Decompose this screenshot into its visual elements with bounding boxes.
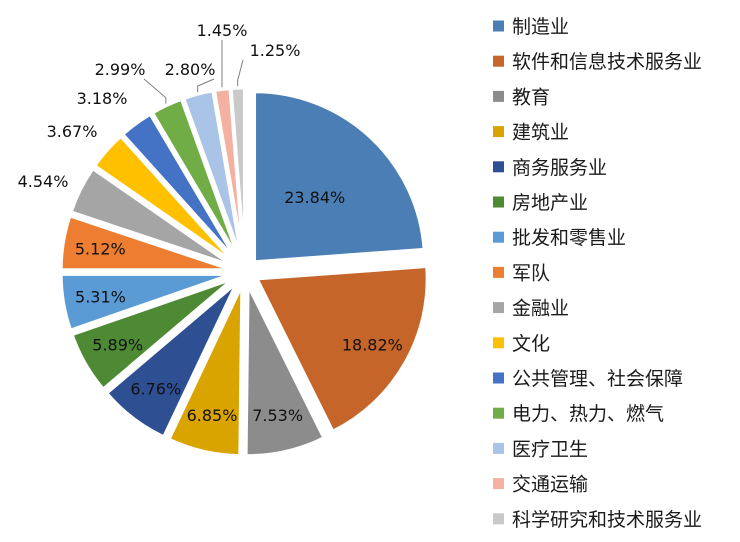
legend-swatch [493,407,504,419]
slice-value-label: 5.12% [75,240,126,259]
legend-item: 教育 [493,86,550,108]
legend-label: 金融业 [512,298,569,320]
leader-line [143,78,167,104]
legend-item: 交通运输 [493,474,588,496]
pie-slice [70,277,234,392]
legend-swatch [493,478,504,490]
data-labels: 23.84% 18.82% 7.53% 6.85% 6.76% 5.89% 5.31% 5.1… [18,21,403,425]
legend-item: 制造业 [493,16,569,38]
pie-slice [167,284,244,458]
legend-label: 软件和信息技术服务业 [512,51,702,73]
leader-lines [143,39,244,104]
pie-slice [120,112,239,262]
slice-value-label: 2.99% [95,60,146,79]
legend-label: 电力、热力、燃气 [512,403,664,425]
legend-item: 公共管理、社会保障 [493,368,683,390]
legend-swatch [493,337,504,349]
legend-label: 商务服务业 [512,157,607,179]
legend-label: 科学研究和技术服务业 [512,509,702,531]
legend-label: 批发和零售业 [512,227,626,249]
pie-slice [104,281,238,439]
legend-swatch [493,20,504,32]
legend-item: 金融业 [493,298,569,320]
pie-slice [254,264,429,434]
legend-item: 医疗卫生 [493,438,588,460]
legend-label: 文化 [512,333,550,355]
slice-value-label: 3.18% [77,89,128,108]
legend-label: 交通运输 [512,474,588,496]
legend-swatch [493,231,504,243]
slice-value-label: 3.67% [47,122,98,141]
legend: 制造业软件和信息技术服务业教育建筑业商务服务业房地产业批发和零售业军队金融业文化… [493,16,702,531]
legend-swatch [493,126,504,138]
slice-value-label: 4.54% [18,172,69,191]
slice-value-label: 1.25% [250,41,301,60]
legend-label: 军队 [512,262,550,284]
legend-item: 文化 [493,333,550,355]
slice-value-label: 5.89% [92,336,143,355]
legend-label: 公共管理、社会保障 [512,368,683,390]
legend-item: 软件和信息技术服务业 [493,51,702,73]
pie-slice [59,214,232,272]
legend-swatch [493,196,504,208]
legend-label: 医疗卫生 [512,438,588,460]
legend-swatch [493,161,504,173]
pie-slice [69,166,234,268]
legend-swatch [493,302,504,314]
legend-swatch [493,442,504,454]
leader-line [237,59,244,87]
legend-swatch [493,513,504,525]
pie-slice [244,284,326,458]
slice-value-label: 23.84% [284,188,345,207]
legend-item: 商务服务业 [493,157,607,179]
pie-slices [59,86,429,458]
pie-slice [229,86,246,259]
slice-value-label: 1.45% [197,21,248,40]
legend-item: 电力、热力、燃气 [493,403,664,425]
pie-slice [253,90,426,264]
slice-value-label: 2.80% [165,60,216,79]
legend-label: 制造业 [512,16,569,38]
legend-swatch [493,372,504,384]
legend-item: 科学研究和技术服务业 [493,509,702,531]
legend-label: 房地产业 [512,192,588,214]
legend-label: 建筑业 [512,122,569,144]
slice-value-label: 6.85% [187,406,238,425]
pie-slice [92,134,236,264]
legend-item: 建筑业 [493,122,569,144]
legend-item: 房地产业 [493,192,588,214]
legend-item: 批发和零售业 [493,227,626,249]
legend-swatch [493,55,504,67]
slice-value-label: 6.76% [130,379,181,398]
slice-value-label: 5.31% [75,287,126,306]
legend-item: 军队 [493,262,550,284]
legend-swatch [493,266,504,278]
legend-label: 教育 [512,86,550,108]
legend-swatch [493,90,504,102]
slice-value-label: 18.82% [342,336,403,355]
leader-line [197,78,215,93]
slice-value-label: 7.53% [252,406,303,425]
pie-slice [150,97,241,261]
pie-slice [59,272,232,332]
pie-slice [181,89,243,259]
